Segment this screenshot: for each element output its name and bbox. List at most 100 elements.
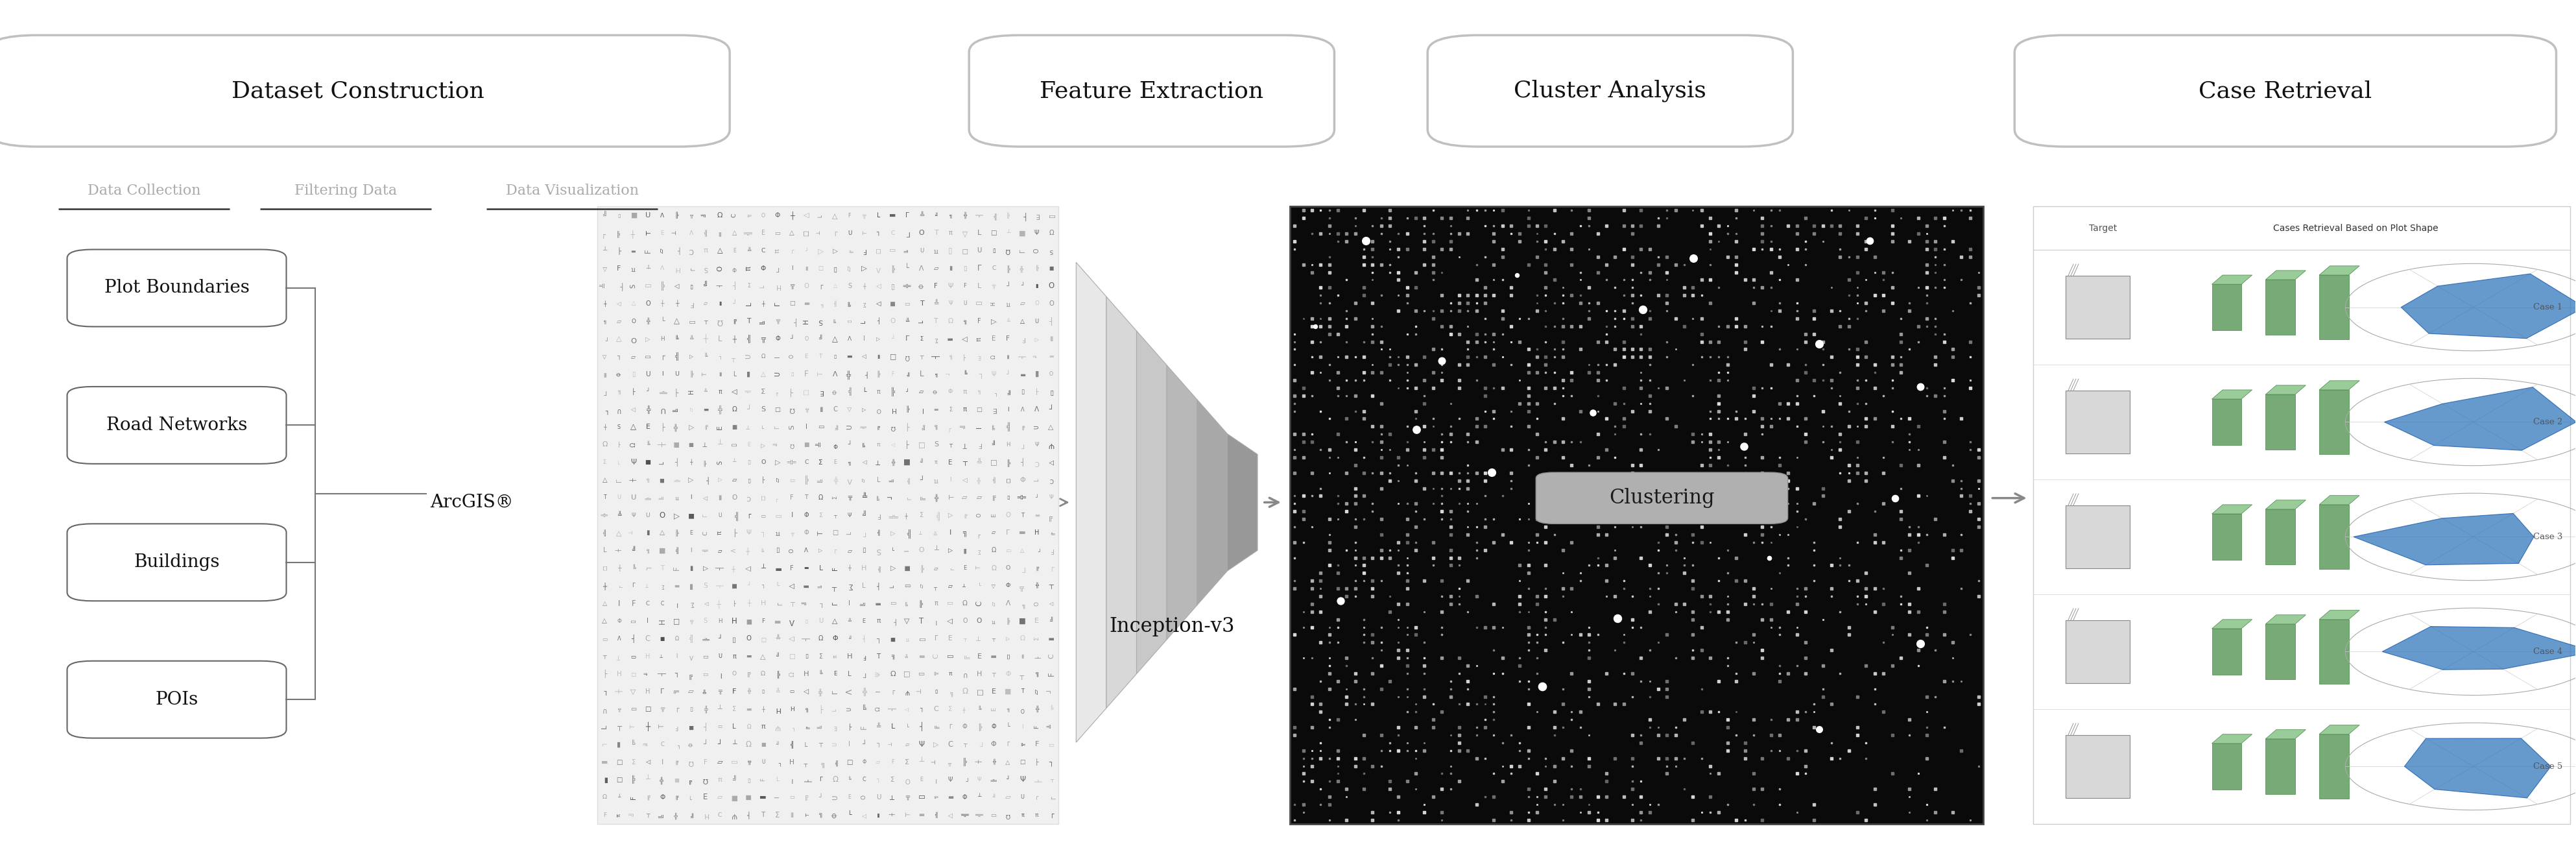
Text: Γ: Γ [904, 230, 909, 236]
Text: ■: ■ [644, 460, 652, 466]
Text: E: E [659, 230, 665, 236]
Text: L: L [819, 565, 822, 571]
Text: ▬: ▬ [804, 301, 809, 307]
Text: Γ: Γ [976, 264, 981, 272]
Text: π: π [716, 531, 724, 535]
Text: ╣: ╣ [703, 460, 706, 466]
Text: ├: ├ [791, 317, 793, 326]
Text: Ω: Ω [891, 424, 894, 430]
Text: ╗: ╗ [1036, 671, 1038, 677]
Text: ├: ├ [904, 423, 909, 431]
Text: ▯: ▯ [791, 371, 793, 377]
Text: ╝: ╝ [631, 547, 636, 554]
Text: □: □ [804, 389, 809, 395]
Text: C: C [732, 213, 737, 217]
Text: ┤: ┤ [1020, 458, 1025, 466]
Text: ╬: ╬ [891, 459, 894, 466]
Text: ╠: ╠ [659, 282, 665, 290]
Text: ┴: ┴ [920, 690, 925, 694]
Text: Σ: Σ [1033, 637, 1041, 641]
Text: △: △ [788, 636, 796, 642]
Text: ▱: ▱ [976, 494, 981, 501]
Text: ▯: ▯ [747, 777, 750, 783]
Polygon shape [1226, 434, 1257, 571]
Text: ╔: ╔ [1020, 424, 1025, 430]
Text: ╬: ╬ [747, 689, 750, 695]
Text: ┐: ┐ [876, 777, 881, 783]
Text: △: △ [760, 371, 765, 377]
Text: H: H [616, 671, 621, 677]
Text: ╚: ╚ [1048, 706, 1054, 712]
Text: □: □ [775, 406, 781, 412]
Text: └: └ [817, 214, 824, 217]
Text: ╚: ╚ [860, 601, 868, 606]
Text: L: L [848, 671, 853, 677]
Text: ├: ├ [631, 388, 636, 395]
Text: ■: ■ [744, 795, 752, 801]
Text: □: □ [848, 758, 853, 765]
Text: ╠: ╠ [1007, 618, 1010, 624]
Text: ▮: ▮ [819, 406, 822, 412]
Text: Data Visualization: Data Visualization [505, 184, 639, 198]
Text: Σ: Σ [732, 706, 737, 712]
Text: ┬: ┬ [891, 794, 894, 801]
Text: ╬: ╬ [600, 514, 608, 517]
Text: F: F [1007, 336, 1010, 342]
Text: ┬: ┬ [976, 636, 981, 642]
Text: ▯: ▯ [1048, 388, 1054, 395]
Text: Ψ: Ψ [631, 512, 636, 518]
Text: ╗: ╗ [747, 214, 752, 217]
Text: ┌: ┌ [1036, 547, 1038, 553]
Text: ◁: ◁ [876, 283, 881, 289]
Text: Γ: Γ [631, 583, 636, 588]
Text: ▭: ▭ [948, 653, 953, 660]
Text: C: C [1048, 477, 1054, 483]
Text: Γ: Γ [775, 302, 781, 306]
Text: E: E [948, 636, 953, 642]
Text: ▬: ▬ [948, 794, 953, 801]
Text: Road Networks: Road Networks [106, 417, 247, 434]
Text: ╔: ╔ [848, 249, 853, 253]
Text: T: T [659, 725, 665, 728]
Text: Ω: Ω [760, 671, 765, 677]
Polygon shape [1198, 399, 1226, 606]
Polygon shape [2318, 496, 2360, 505]
Text: ◁: ◁ [817, 247, 824, 255]
Text: POIs: POIs [155, 691, 198, 709]
Text: Φ: Φ [992, 741, 997, 747]
Text: ┤: ┤ [876, 582, 881, 589]
Text: Cluster Analysis: Cluster Analysis [1515, 80, 1705, 102]
Text: □: □ [961, 247, 969, 254]
Text: ▭: ▭ [788, 795, 793, 801]
Text: ╣: ╣ [961, 813, 969, 817]
Text: └: └ [904, 264, 909, 272]
Text: ╗: ╗ [672, 690, 680, 694]
Text: ╠: ╠ [992, 778, 997, 782]
Text: ┘: ┘ [1048, 690, 1054, 694]
Text: ┼: ┼ [603, 301, 605, 307]
Text: U: U [920, 247, 925, 253]
Text: ▭: ▭ [631, 706, 636, 712]
Text: ┬: ┬ [904, 813, 909, 817]
Text: ╦: ╦ [690, 212, 693, 218]
Text: E: E [804, 354, 809, 359]
Text: ▯: ▯ [732, 443, 737, 447]
Text: ┐: ┐ [719, 354, 721, 359]
Text: ╝: ╝ [703, 214, 708, 217]
Text: ╝: ╝ [1033, 355, 1041, 358]
Text: ▯: ▯ [891, 283, 894, 289]
Text: ├: ├ [762, 477, 765, 484]
Text: ▭: ▭ [1005, 654, 1010, 659]
Text: U: U [675, 371, 680, 377]
Text: ╣: ╣ [747, 335, 750, 343]
Text: O: O [804, 283, 809, 289]
Text: ┬: ┬ [791, 600, 793, 606]
Text: Φ: Φ [832, 636, 837, 642]
Text: π: π [963, 406, 966, 412]
Text: ╬: ╬ [863, 687, 866, 696]
Text: ╣: ╣ [703, 229, 708, 236]
Text: S: S [703, 618, 708, 624]
Text: H: H [732, 617, 737, 625]
Text: ▱: ▱ [904, 741, 909, 747]
Text: H: H [719, 618, 721, 624]
